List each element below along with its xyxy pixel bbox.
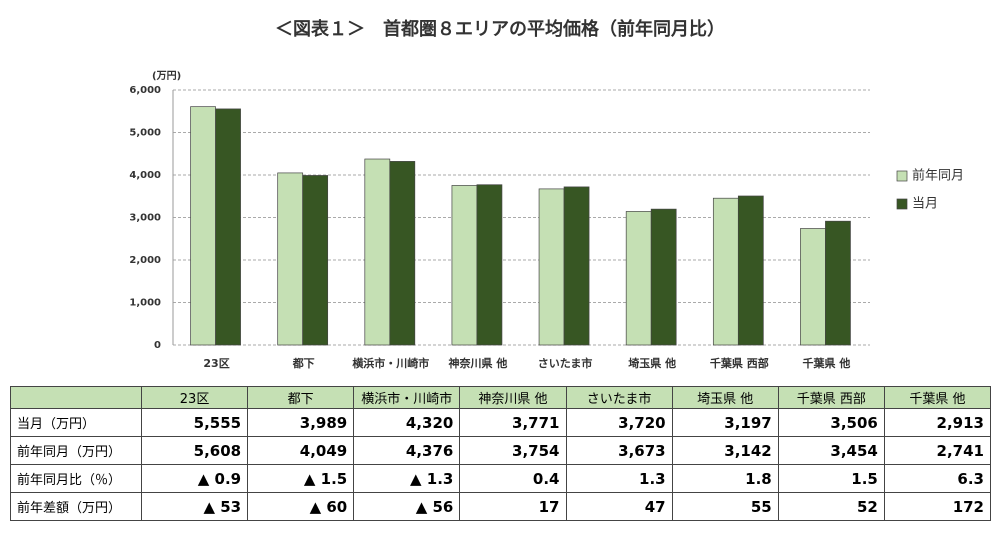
data-table: 23区 都下 横浜市・川崎市 神奈川県 他さいたま市 埼玉県 他千葉県 西部 千葉県 他当… [10,386,992,521]
table-cell: 1.8 [671,464,779,493]
table-row: 前年差額（万円） ▲ 53 ▲ 60 ▲ 56 17 47 55 52 172 [10,492,992,521]
bar [364,158,391,346]
legend-label: 前年同月 [912,168,964,184]
table-header: 23区 都下 横浜市・川崎市 神奈川県 他さいたま市 埼玉県 他千葉県 西部 千葉県 他 [10,386,992,409]
table-cell: 172 [883,492,992,521]
table-cell: 2,741 [883,436,992,465]
bar [712,197,739,346]
legend-label: 当月 [912,197,938,212]
bar [737,195,764,346]
table-cell: 4,049 [247,436,355,465]
table-cell: 3,989 [247,408,355,437]
table-row: 当月（万円） 5,555 3,989 4,320 3,771 3,720 3,197 3,50… [10,408,992,437]
table-cell: 横浜市・川崎市 [353,386,461,409]
table-cell: 千葉県 西部 [777,386,885,409]
x-tick-label: 横浜市・川崎市 [352,356,429,370]
table-cell: 3,754 [459,436,567,465]
table-cell: 52 [777,492,885,521]
x-tick-label: 神奈川県 他 [449,356,508,370]
table-cell: 5,608 [140,436,249,465]
x-tick-label: 都下 [292,356,315,370]
table-row: 前年同月（万円） 5,608 4,049 4,376 3,754 3,673 3,142 3,… [10,436,992,465]
table-cell: 当月（万円） [10,408,142,437]
table-cell: ▲ 60 [247,492,355,521]
table-cell: 1.5 [777,464,885,493]
bar [190,106,216,346]
table-cell: 前年差額（万円） [10,492,142,521]
bar [825,220,851,346]
table-cell: 都下 [247,386,355,409]
table-cell: 3,197 [671,408,779,437]
x-tick-label: 千葉県 西部 [710,356,769,370]
legend-swatch [896,198,908,210]
bar [800,228,826,346]
x-tick-label: 埼玉県 他 [628,356,676,370]
table-row: 前年同月比（％） ▲ 0.9 ▲ 1.5 ▲ 1.3 0.4 1.3 1.8 1.5 6.3 [10,464,992,493]
table-cell: 5,555 [140,408,249,437]
y-tick-label: 0 [154,340,161,351]
table-cell: 3,454 [777,436,885,465]
table-cell: 埼玉県 他 [671,386,779,409]
table-cell: ▲ 56 [353,492,461,521]
bar [215,108,241,346]
table-cell: 47 [565,492,673,521]
bar [451,185,478,346]
bar [277,172,304,346]
table-cell: 3,673 [565,436,673,465]
x-tick-label: 千葉県 他 [803,356,851,370]
bar [302,175,329,346]
bar [476,184,503,346]
bar [538,188,565,346]
table-cell: 3,771 [459,408,567,437]
table-cell: 3,720 [565,408,673,437]
bar [563,186,590,346]
y-tick-label: 2,000 [129,255,161,266]
table-cell: 前年同月（万円） [10,436,142,465]
table-cell: 0.4 [459,464,567,493]
table-cell: ▲ 0.9 [140,464,249,493]
bar [650,208,677,346]
y-tick-label: 3,000 [129,213,161,224]
table-cell: 6.3 [883,464,992,493]
y-unit-label: (万円) [152,70,181,82]
chart-title: ＜図表１＞ 首都圏８エリアの平均価格（前年同月比） [275,18,725,40]
chart: ＜図表１＞ 首都圏８エリアの平均価格（前年同月比） (万円) 0 1,000 2,0… [129,18,964,370]
table-cell: 神奈川県 他 [459,386,567,409]
y-tick-label: 4,000 [129,170,161,181]
y-tick-label: 6,000 [129,85,161,96]
table-cell: 4,320 [353,408,461,437]
table-cell: 千葉県 他 [883,386,992,409]
table-cell: 前年同月比（％） [10,464,142,493]
table-cell: 4,376 [353,436,461,465]
table-cell: 3,506 [777,408,885,437]
table-cell: さいたま市 [565,386,673,409]
table-cell: 1.3 [565,464,673,493]
table-cell: ▲ 53 [140,492,249,521]
table-cell [10,386,142,409]
table-cell: 3,142 [671,436,779,465]
x-tick-label: 23区 [203,357,229,370]
table-cell: ▲ 1.3 [353,464,461,493]
legend-swatch [896,170,908,182]
y-tick-label: 1,000 [129,298,161,309]
table-cell: ▲ 1.5 [247,464,355,493]
x-tick-label: さいたま市 [538,356,593,370]
y-tick-label: 5,000 [129,128,161,139]
table-cell: 23区 [140,386,249,409]
bar [625,211,652,346]
bar [389,161,416,346]
table-cell: 55 [671,492,779,521]
table-cell: 2,913 [883,408,992,437]
table-cell: 17 [459,492,567,521]
